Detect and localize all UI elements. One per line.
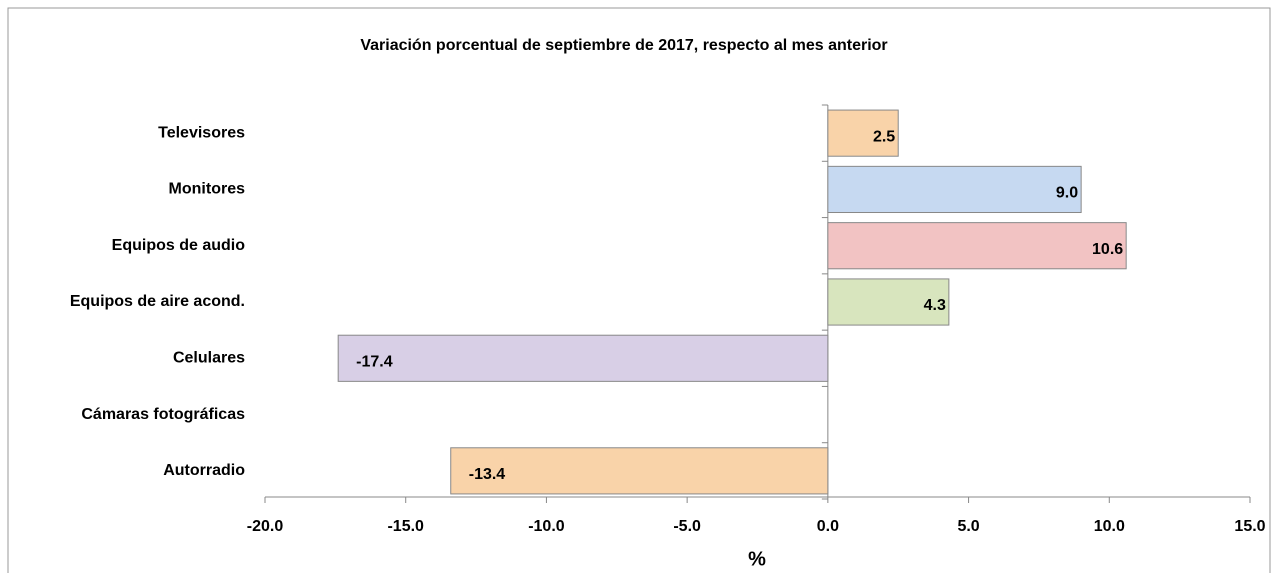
bar: [827, 278, 950, 326]
x-axis-label: %: [748, 548, 766, 570]
y-tick-label: Equipos de aire acond.: [70, 293, 245, 310]
bar: [827, 165, 1082, 214]
value-label: -13.4: [469, 466, 506, 483]
value-label: 9.0: [1056, 185, 1078, 202]
y-tick-label: Monitores: [169, 181, 246, 198]
x-tick-label: 5.0: [957, 518, 979, 535]
value-label: 4.3: [924, 297, 946, 314]
value-label: 10.6: [1092, 241, 1123, 258]
value-label: 2.5: [873, 128, 895, 145]
x-tick-label: -10.0: [528, 518, 565, 535]
y-tick-label: Cámaras fotográficas: [81, 406, 245, 423]
bar: [827, 222, 1127, 270]
x-tick-label: 15.0: [1234, 518, 1265, 535]
x-tick-label: 0.0: [817, 518, 839, 535]
x-tick-label: 10.0: [1094, 518, 1125, 535]
y-tick-label: Televisores: [158, 124, 245, 141]
x-tick-label: -15.0: [387, 518, 424, 535]
y-tick-label: Autorradio: [163, 462, 245, 479]
x-tick-label: -5.0: [673, 518, 701, 535]
chart-frame: [7, 7, 1271, 573]
bar: [450, 447, 829, 495]
chart-title: Variación porcentual de septiembre de 20…: [360, 37, 887, 54]
x-tick-label: -20.0: [247, 518, 284, 535]
y-tick-label: Equipos de audio: [112, 237, 246, 254]
value-label: -17.4: [356, 354, 393, 371]
y-tick-label: Celulares: [173, 350, 245, 367]
bar: [827, 109, 899, 157]
bar: [337, 334, 829, 382]
